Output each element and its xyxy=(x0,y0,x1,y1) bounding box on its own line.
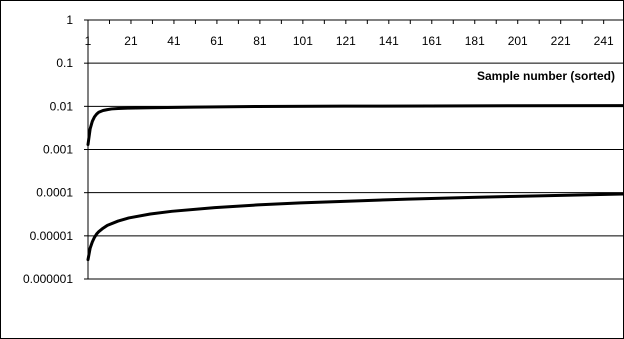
x-tick-label-9: 181 xyxy=(465,34,485,48)
y-tick-label-1: 0.1 xyxy=(56,56,73,70)
y-tick-label-4: 0.0001 xyxy=(36,186,73,200)
x-tick-label-5: 101 xyxy=(293,34,313,48)
x-tick-label-3: 61 xyxy=(210,34,224,48)
x-tick-label-11: 221 xyxy=(551,34,571,48)
y-tick-label-6: 0.000001 xyxy=(23,272,73,286)
x-tick-label-12: 241 xyxy=(594,34,614,48)
series-line-1 xyxy=(86,192,624,262)
x-tick-label-8: 161 xyxy=(422,34,442,48)
y-tick-label-5: 0.00001 xyxy=(30,229,74,243)
x-tick-label-10: 201 xyxy=(508,34,528,48)
x-axis-title: Sample number (sorted) xyxy=(477,69,615,83)
series-group xyxy=(86,104,624,262)
x-tick-label-4: 81 xyxy=(253,34,267,48)
x-tick-label-6: 121 xyxy=(336,34,356,48)
y-tick-label-2: 0.01 xyxy=(50,99,74,113)
y-tick-label-0: 1 xyxy=(66,13,73,27)
x-tick-label-0: 1 xyxy=(85,34,92,48)
x-tick-label-7: 141 xyxy=(379,34,399,48)
axes xyxy=(84,19,623,280)
series-line-0 xyxy=(86,104,624,147)
x-tick-label-1: 21 xyxy=(124,34,138,48)
y-tick-label-3: 0.001 xyxy=(43,143,73,157)
x-tick-label-2: 41 xyxy=(167,34,181,48)
